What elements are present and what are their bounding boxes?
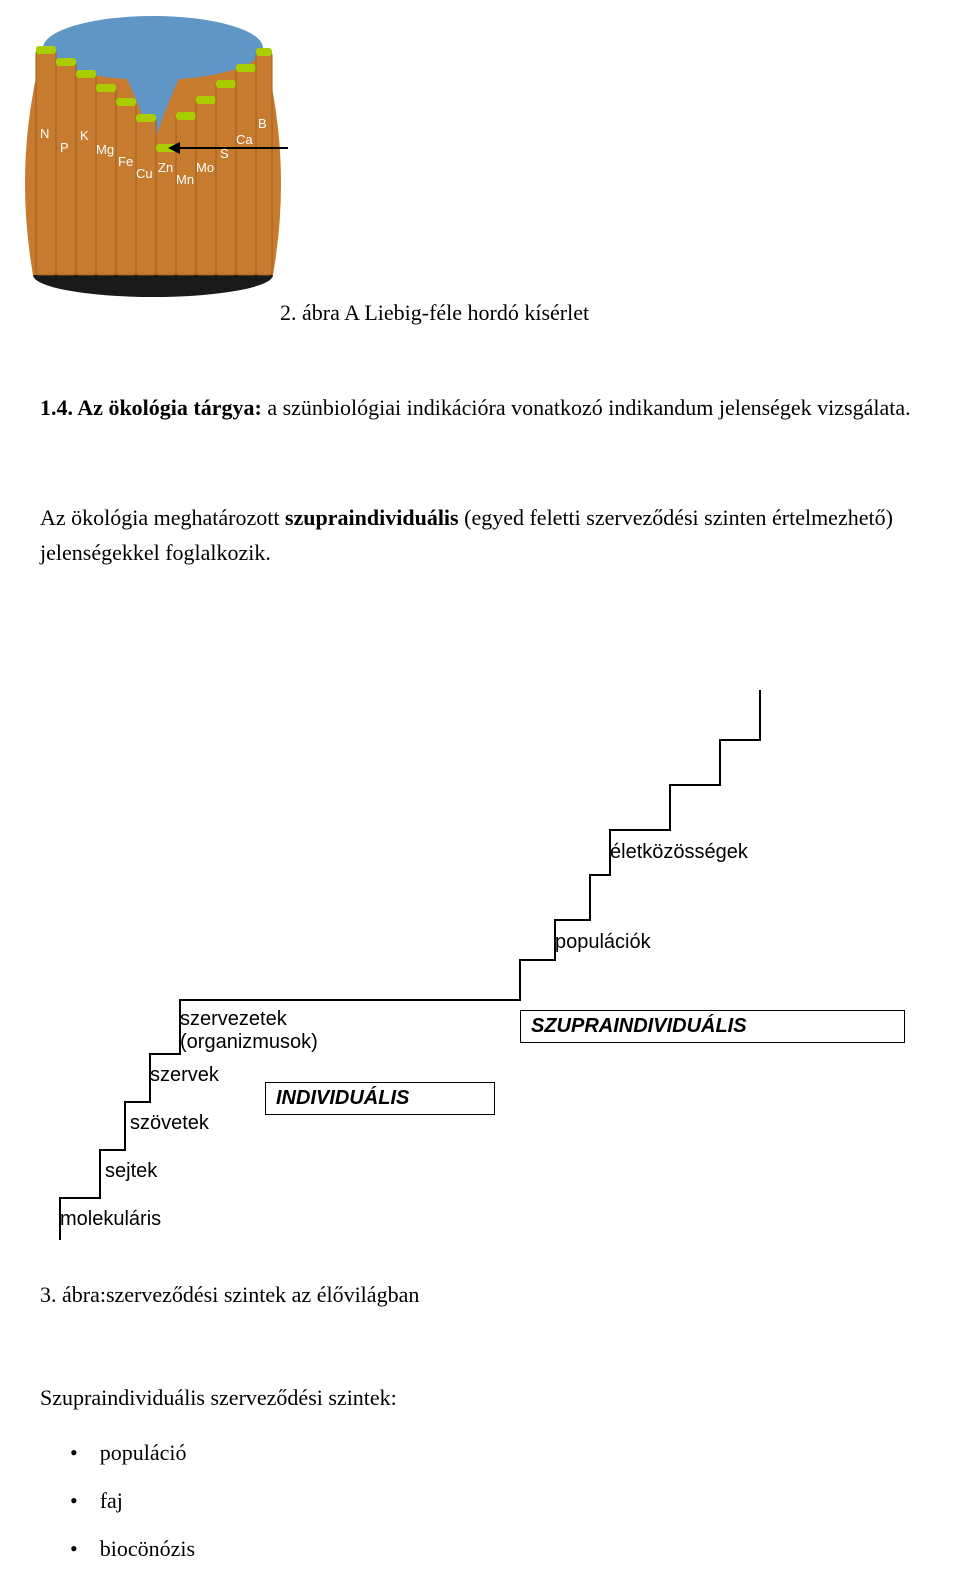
step-szovetek: szövetek — [130, 1112, 210, 1134]
step-molekularis: molekuláris — [60, 1208, 161, 1230]
bullet-biocenozis: biocönózis — [70, 1536, 195, 1562]
bullet-list: populáció faj biocönózis — [70, 1440, 195, 1584]
label-zn: Zn — [158, 160, 173, 175]
label-fe: Fe — [118, 154, 133, 169]
bullet-populacio: populáció — [70, 1440, 195, 1466]
label-ca: Ca — [236, 132, 253, 147]
label-mg: Mg — [96, 142, 114, 157]
liebig-barrel-figure: N P K Mg Fe Cu Zn Mn Mo S Ca B — [18, 0, 288, 305]
p1-rest: a szünbiológiai indikációra vonatkozó in… — [262, 395, 911, 420]
barrel-svg: N P K Mg Fe Cu Zn Mn Mo S Ca B — [18, 0, 288, 300]
staircase-figure: molekuláris sejtek szövetek szervek szer… — [30, 650, 930, 1250]
barrel-caption: 2. ábra A Liebig-féle hordó kísérlet — [280, 300, 589, 326]
paragraph-2: Az ökológia meghatározott szupraindividu… — [40, 500, 920, 570]
label-b: B — [258, 116, 267, 131]
step-organizmusok: (organizmusok) — [180, 1031, 318, 1053]
label-cu: Cu — [136, 166, 153, 181]
bullet-faj: faj — [70, 1488, 195, 1514]
box-individualis: INDIVIDUÁLIS — [265, 1082, 495, 1115]
p2-prefix: Az ökológia meghatározott — [40, 505, 285, 530]
p2-bold: szupraindividuális — [285, 505, 459, 530]
label-k: K — [80, 128, 89, 143]
paragraph-1: 1.4. Az ökológia tárgya: a szünbiológiai… — [40, 390, 920, 425]
section-title: Szupraindividuális szerveződési szintek: — [40, 1385, 397, 1411]
box-szupraindividualis: SZUPRAINDIVIDUÁLIS — [520, 1010, 905, 1043]
step-eletkozossegek: életközösségek — [610, 841, 749, 863]
staircase-path — [60, 690, 760, 1240]
label-mn: Mn — [176, 172, 194, 187]
step-populaciok: populációk — [555, 931, 652, 953]
staircase-caption: 3. ábra:szerveződési szintek az élővilág… — [40, 1282, 419, 1308]
staircase-svg: molekuláris sejtek szövetek szervek szer… — [30, 650, 930, 1250]
step-szervezetek: szervezetek — [180, 1008, 288, 1030]
label-p: P — [60, 140, 69, 155]
step-szervek: szervek — [150, 1064, 220, 1086]
step-sejtek: sejtek — [105, 1160, 158, 1182]
label-mo: Mo — [196, 160, 214, 175]
p1-bold: 1.4. Az ökológia tárgya: — [40, 395, 262, 420]
label-n: N — [40, 126, 49, 141]
